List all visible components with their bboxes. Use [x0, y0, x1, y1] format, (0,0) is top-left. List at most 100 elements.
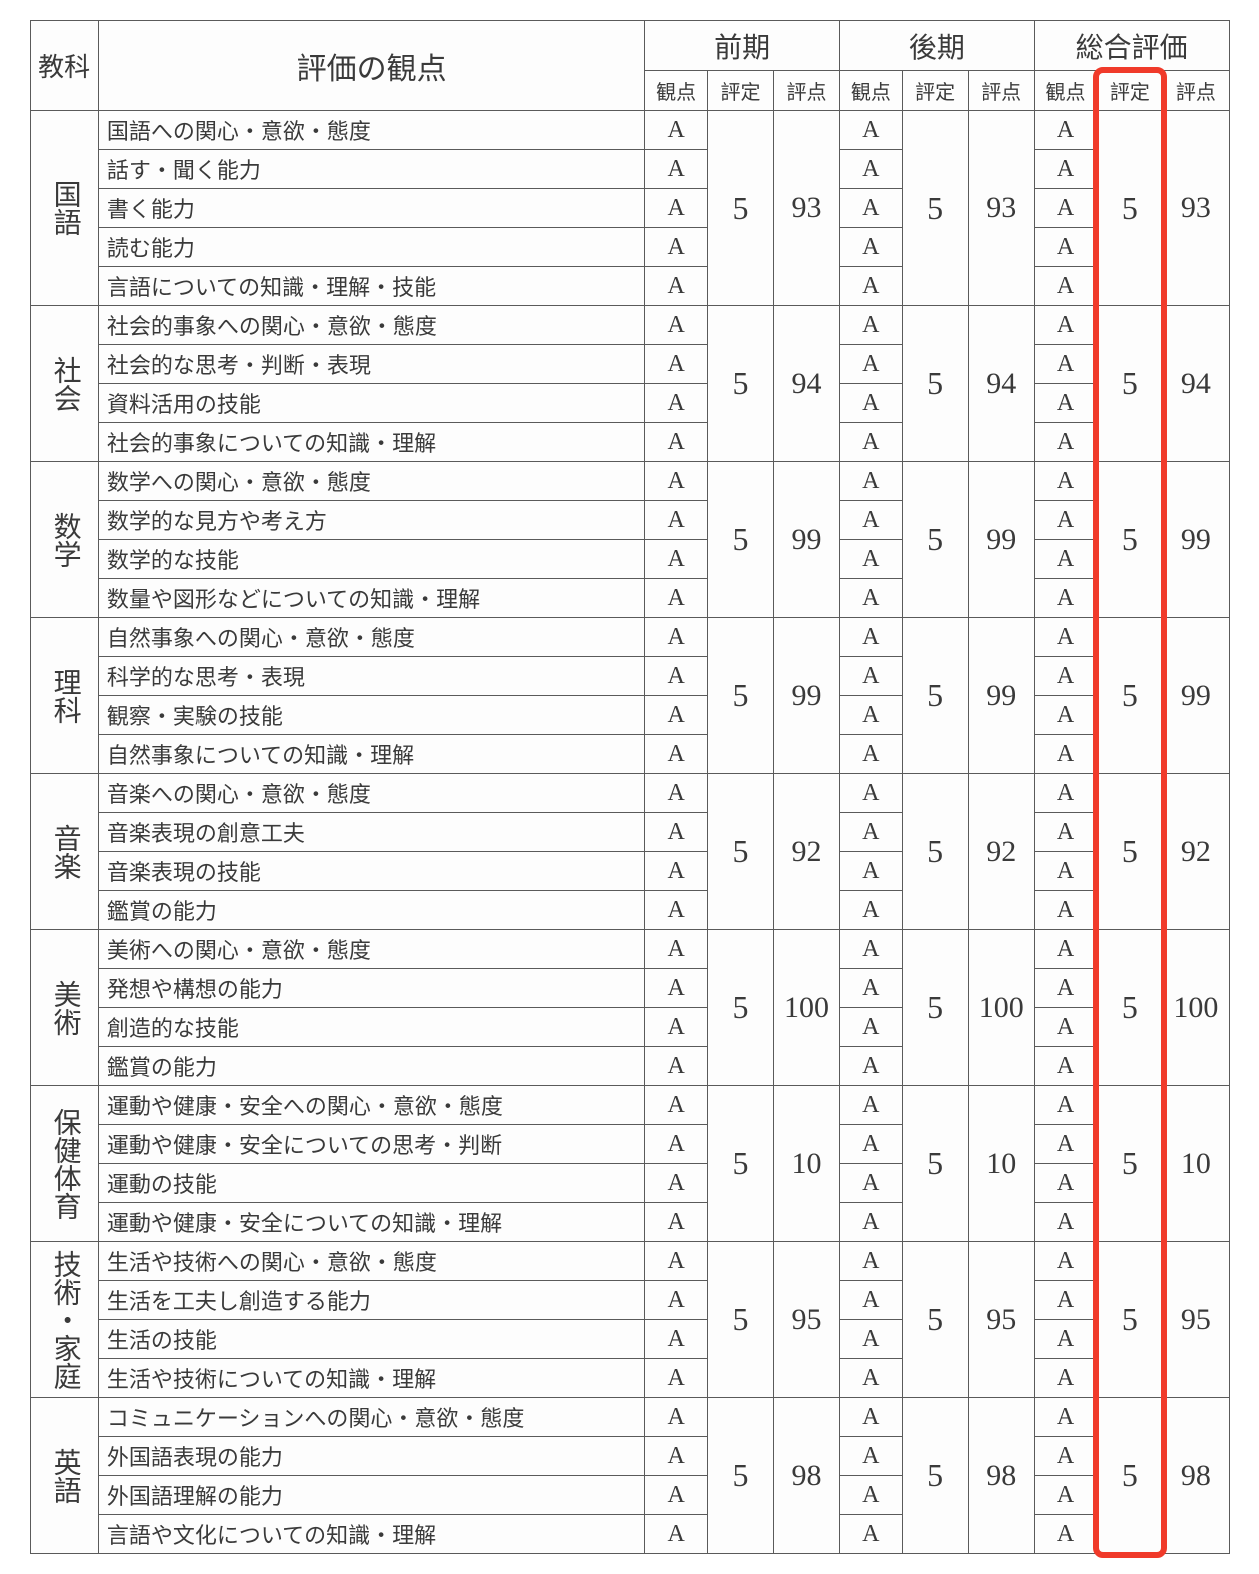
grade-cell: A [840, 1320, 903, 1359]
criteria-cell: 生活や技術についての知識・理解 [98, 1359, 645, 1398]
hdr-subject: 教科 [30, 21, 98, 111]
grade-cell: A [1034, 1047, 1097, 1086]
grade-cell: A [1034, 345, 1097, 384]
table-row: 音楽表現の創意工夫AAA [30, 813, 1229, 852]
subject-cell: 英語 [30, 1398, 98, 1554]
score-cell: 100 [1163, 930, 1229, 1086]
score-cell: 92 [968, 774, 1034, 930]
hdr-rating-2: 評定 [1097, 71, 1163, 111]
grade-cell: A [1034, 1515, 1097, 1554]
table-row: 数学数学への関心・意欲・態度A599A599A599 [30, 462, 1229, 501]
criteria-cell: 音楽表現の技能 [98, 852, 645, 891]
criteria-cell: 生活を工夫し創造する能力 [98, 1281, 645, 1320]
rating-cell: 5 [707, 930, 773, 1086]
criteria-cell: 科学的な思考・表現 [98, 657, 645, 696]
criteria-cell: 生活の技能 [98, 1320, 645, 1359]
grade-cell: A [1034, 657, 1097, 696]
grade-cell: A [840, 267, 903, 306]
grade-cell: A [1034, 150, 1097, 189]
grade-cell: A [1034, 1476, 1097, 1515]
grade-cell: A [645, 189, 708, 228]
table-row: 音楽音楽への関心・意欲・態度A592A592A592 [30, 774, 1229, 813]
grade-cell: A [645, 1359, 708, 1398]
grade-cell: A [840, 813, 903, 852]
criteria-cell: 生活や技術への関心・意欲・態度 [98, 1242, 645, 1281]
criteria-cell: 外国語理解の能力 [98, 1476, 645, 1515]
grade-cell: A [645, 150, 708, 189]
criteria-cell: 創造的な技能 [98, 1008, 645, 1047]
overall-rating-cell: 5 [1097, 306, 1163, 462]
score-cell: 99 [773, 618, 839, 774]
table-row: 話す・聞く能力AAA [30, 150, 1229, 189]
grade-cell: A [840, 1359, 903, 1398]
rating-cell: 5 [707, 306, 773, 462]
grade-cell: A [840, 384, 903, 423]
grade-cell: A [840, 735, 903, 774]
table-body: 国語国語への関心・意欲・態度A593A593A593話す・聞く能力AAA書く能力… [30, 111, 1229, 1554]
grade-cell: A [1034, 618, 1097, 657]
grade-cell: A [840, 540, 903, 579]
grade-cell: A [645, 423, 708, 462]
table-row: 運動の技能AAA [30, 1164, 1229, 1203]
table-row: 資料活用の技能AAA [30, 384, 1229, 423]
grade-cell: A [1034, 696, 1097, 735]
table-row: 自然事象についての知識・理解AAA [30, 735, 1229, 774]
score-cell: 10 [1163, 1086, 1229, 1242]
grade-cell: A [840, 969, 903, 1008]
grade-cell: A [840, 189, 903, 228]
grade-cell: A [645, 1476, 708, 1515]
table-row: 言語についての知識・理解・技能AAA [30, 267, 1229, 306]
score-cell: 100 [773, 930, 839, 1086]
table-row: 数学的な見方や考え方AAA [30, 501, 1229, 540]
hdr-term-2: 総合評価 [1034, 21, 1229, 71]
table-row: 理科自然事象への関心・意欲・態度A599A599A599 [30, 618, 1229, 657]
grade-cell: A [840, 930, 903, 969]
table-header: 教科 評価の観点 前期 後期 総合評価 観点 評定 評点 観点 評定 評点 観点… [30, 21, 1229, 111]
grade-cell: A [1034, 1086, 1097, 1125]
overall-rating-cell: 5 [1097, 930, 1163, 1086]
grade-cell: A [1034, 1242, 1097, 1281]
table-row: 社会社会的事象への関心・意欲・態度A594A594A594 [30, 306, 1229, 345]
score-cell: 99 [968, 618, 1034, 774]
rating-cell: 5 [707, 1086, 773, 1242]
subject-cell: 理科 [30, 618, 98, 774]
criteria-cell: 外国語表現の能力 [98, 1437, 645, 1476]
grade-cell: A [645, 306, 708, 345]
score-cell: 92 [1163, 774, 1229, 930]
grade-cell: A [840, 1398, 903, 1437]
criteria-cell: 数量や図形などについての知識・理解 [98, 579, 645, 618]
rating-cell: 5 [707, 111, 773, 306]
table-row: 書く能力AAA [30, 189, 1229, 228]
grade-cell: A [840, 306, 903, 345]
subject-cell: 音楽 [30, 774, 98, 930]
grade-cell: A [1034, 1359, 1097, 1398]
table-row: 英語コミュニケーションへの関心・意欲・態度A598A598A598 [30, 1398, 1229, 1437]
criteria-cell: 美術への関心・意欲・態度 [98, 930, 645, 969]
rating-cell: 5 [707, 462, 773, 618]
score-cell: 10 [968, 1086, 1034, 1242]
hdr-viewpoint-2: 観点 [1034, 71, 1097, 111]
subject-cell: 保健体育 [30, 1086, 98, 1242]
score-cell: 94 [968, 306, 1034, 462]
score-cell: 98 [968, 1398, 1034, 1554]
overall-rating-cell: 5 [1097, 1398, 1163, 1554]
grade-cell: A [840, 774, 903, 813]
grade-cell: A [1034, 774, 1097, 813]
grade-cell: A [645, 1203, 708, 1242]
criteria-cell: 運動や健康・安全への関心・意欲・態度 [98, 1086, 645, 1125]
hdr-term-1: 後期 [840, 21, 1035, 71]
grade-cell: A [1034, 306, 1097, 345]
table-row: 生活や技術についての知識・理解AAA [30, 1359, 1229, 1398]
grade-cell: A [1034, 852, 1097, 891]
report-card-table: 教科 評価の観点 前期 後期 総合評価 観点 評定 評点 観点 評定 評点 観点… [30, 20, 1230, 1554]
grade-cell: A [840, 111, 903, 150]
grade-cell: A [840, 696, 903, 735]
criteria-cell: 資料活用の技能 [98, 384, 645, 423]
table-row: 社会的事象についての知識・理解AAA [30, 423, 1229, 462]
grade-cell: A [1034, 228, 1097, 267]
grade-cell: A [840, 1164, 903, 1203]
rating-cell: 5 [707, 774, 773, 930]
grade-cell: A [645, 1281, 708, 1320]
criteria-cell: 運動の技能 [98, 1164, 645, 1203]
grade-cell: A [840, 618, 903, 657]
